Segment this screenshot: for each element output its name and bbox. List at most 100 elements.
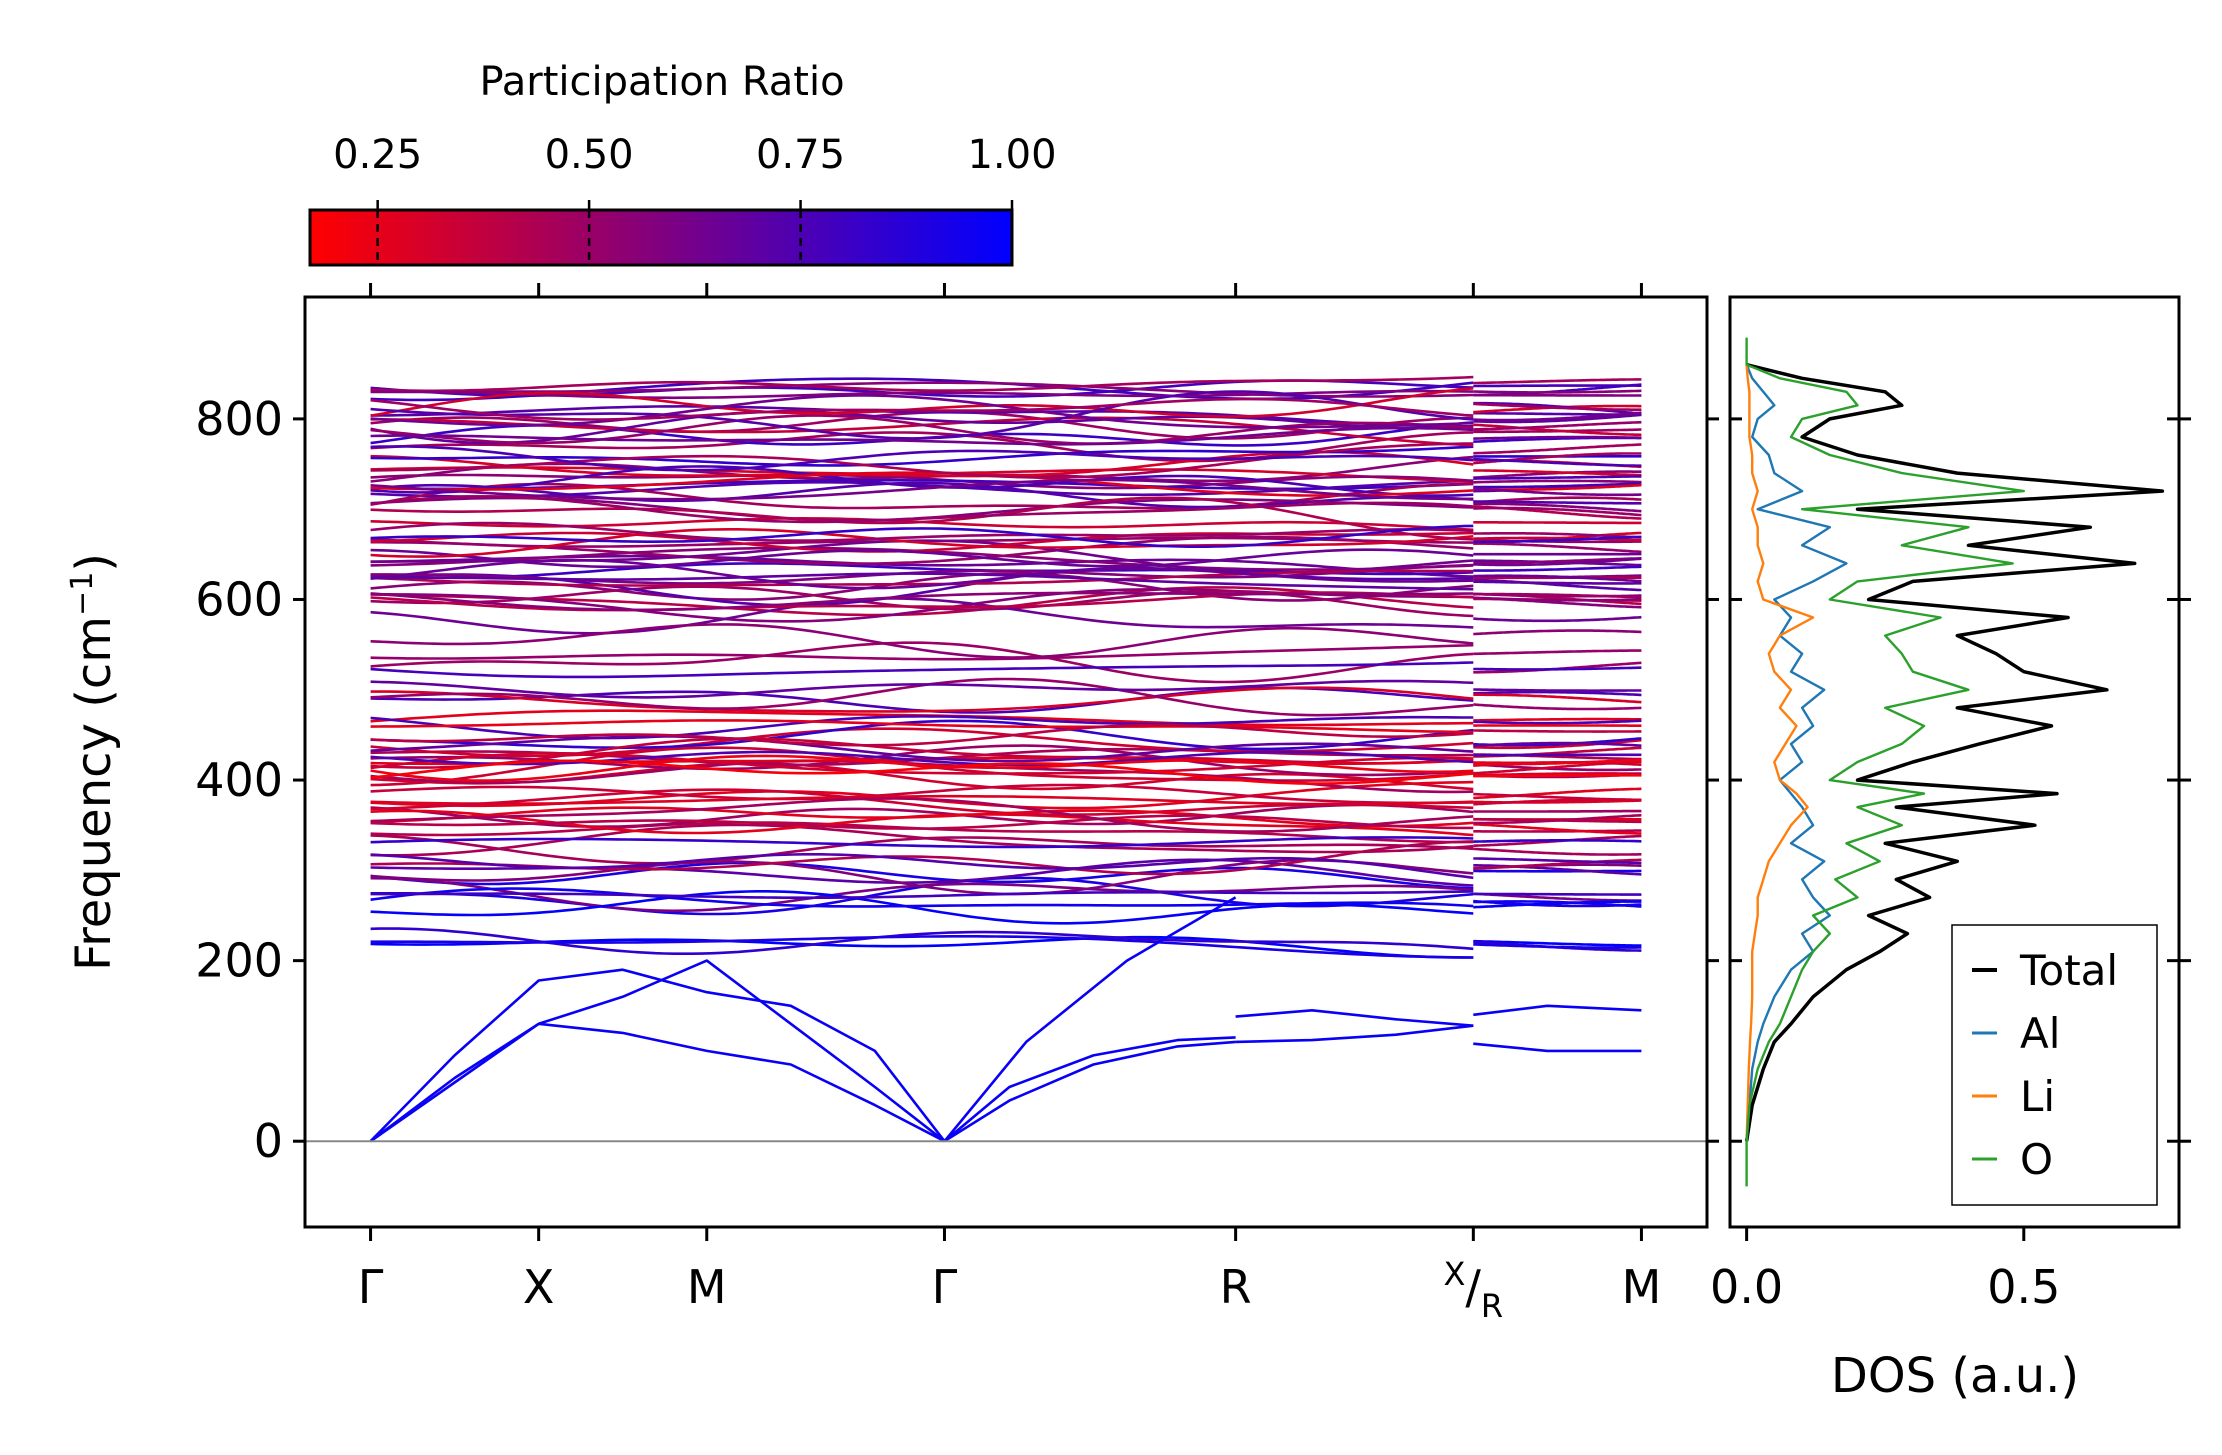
band-line bbox=[370, 686, 1474, 713]
band-line bbox=[1473, 520, 1642, 525]
band-line bbox=[370, 558, 1474, 590]
band-line bbox=[1473, 423, 1642, 437]
band-line bbox=[1473, 580, 1642, 585]
acoustic-branch bbox=[1473, 1004, 1642, 1017]
band-line bbox=[370, 375, 1474, 393]
band-line bbox=[370, 397, 1474, 421]
band-line bbox=[370, 876, 1474, 913]
acoustic-branch bbox=[369, 1022, 946, 1143]
band-line bbox=[370, 496, 1474, 541]
band-line bbox=[370, 719, 1474, 751]
band-line bbox=[1473, 402, 1642, 412]
band-line bbox=[370, 597, 1474, 635]
band-line bbox=[1473, 690, 1642, 697]
band-plot-frame bbox=[303, 295, 1709, 1229]
band-line bbox=[1473, 500, 1642, 505]
band-line bbox=[370, 535, 1474, 566]
dos-axis-title: DOS (a.u.) bbox=[1831, 1348, 2079, 1404]
band-line bbox=[1473, 502, 1642, 513]
band-line bbox=[370, 737, 1474, 769]
band-line bbox=[1473, 482, 1642, 489]
acoustic-branch bbox=[943, 1036, 1236, 1143]
band-line bbox=[1473, 838, 1642, 843]
band-line bbox=[370, 404, 1474, 428]
band-line bbox=[1473, 719, 1642, 725]
colorbar-gradient bbox=[308, 208, 1014, 267]
band-line bbox=[1473, 596, 1642, 602]
acoustic-branch bbox=[369, 959, 946, 1143]
band-line bbox=[1473, 615, 1642, 623]
band-line bbox=[1473, 469, 1642, 477]
band-line bbox=[1473, 506, 1642, 517]
band-line bbox=[1473, 574, 1642, 583]
band-line bbox=[370, 531, 1474, 553]
band-line bbox=[1473, 758, 1642, 766]
band-line bbox=[370, 387, 1474, 418]
path-label-r: R bbox=[1220, 1260, 1252, 1314]
dos-series-li bbox=[1745, 364, 1815, 1142]
dos-x-tick-label: 0.5 bbox=[1987, 1260, 2060, 1314]
band-line bbox=[1473, 565, 1642, 572]
legend-label: O bbox=[2020, 1135, 2053, 1184]
band-line bbox=[1473, 443, 1642, 455]
y-tick-label: 600 bbox=[195, 572, 283, 626]
colorbar-title: Participation Ratio bbox=[479, 59, 844, 105]
band-line bbox=[1473, 556, 1642, 565]
acoustic-branch bbox=[1473, 1042, 1642, 1053]
path-point-labels: Γ X M Γ R X/R M bbox=[358, 1255, 1662, 1325]
band-line bbox=[1473, 542, 1642, 554]
colorbar-tick-label: 0.75 bbox=[756, 132, 845, 178]
band-line bbox=[1473, 535, 1642, 544]
band-line bbox=[370, 889, 1474, 925]
band-line bbox=[370, 794, 1474, 806]
band-line bbox=[370, 643, 1474, 661]
band-line bbox=[370, 890, 1474, 900]
y-tick-label: 800 bbox=[195, 392, 283, 446]
acoustic-branch bbox=[943, 1040, 1236, 1143]
legend-label: Al bbox=[2020, 1009, 2060, 1058]
dos-series-total bbox=[1744, 363, 2165, 1142]
band-line bbox=[1473, 813, 1642, 825]
band-line bbox=[370, 521, 1474, 542]
path-label-m1: M bbox=[687, 1260, 727, 1314]
colorbar-tick-label: 0.25 bbox=[333, 132, 422, 178]
band-line bbox=[370, 527, 1474, 558]
band-line bbox=[370, 719, 1474, 734]
band-line bbox=[1473, 729, 1642, 733]
band-line bbox=[370, 426, 1474, 446]
band-line bbox=[370, 442, 1474, 479]
legend-label: Li bbox=[2020, 1072, 2055, 1121]
band-line bbox=[370, 445, 1474, 472]
dos-plot-frame bbox=[1728, 295, 2181, 1229]
band-line bbox=[370, 759, 1474, 785]
band-line bbox=[1473, 939, 1642, 947]
band-line bbox=[1473, 479, 1642, 484]
colorbar-tick-label: 1.00 bbox=[967, 132, 1056, 178]
band-line bbox=[370, 471, 1474, 497]
band-line bbox=[1473, 892, 1642, 896]
band-line bbox=[370, 641, 1474, 684]
band-line bbox=[370, 465, 1474, 497]
acoustic-branch bbox=[1235, 1008, 1474, 1027]
acoustic-branch bbox=[1235, 1024, 1474, 1044]
band-line bbox=[370, 478, 1474, 501]
band-line bbox=[370, 861, 1474, 890]
dos-tick-labels: 0.0 0.5 bbox=[1710, 1260, 2060, 1314]
band-line bbox=[370, 750, 1474, 767]
band-line bbox=[1473, 649, 1642, 656]
band-line bbox=[370, 591, 1474, 612]
band-line bbox=[1473, 435, 1642, 440]
y-tick-label: 0 bbox=[254, 1114, 283, 1168]
frequency-tick-labels: 0 200 400 600 800 bbox=[195, 392, 283, 1168]
band-line bbox=[370, 797, 1474, 833]
band-line bbox=[1473, 693, 1642, 704]
band-line bbox=[1473, 738, 1642, 750]
band-line bbox=[1473, 592, 1642, 599]
band-line bbox=[370, 836, 1474, 849]
band-line bbox=[1473, 557, 1642, 567]
acoustic-branch bbox=[943, 896, 1237, 1143]
colorbar-tick-label: 0.50 bbox=[545, 132, 634, 178]
band-structure-panel: 0 200 400 600 800 Γ X M Γ R X/R M Frequency (cm−1) bbox=[65, 283, 1719, 1325]
band-line bbox=[370, 572, 1474, 591]
